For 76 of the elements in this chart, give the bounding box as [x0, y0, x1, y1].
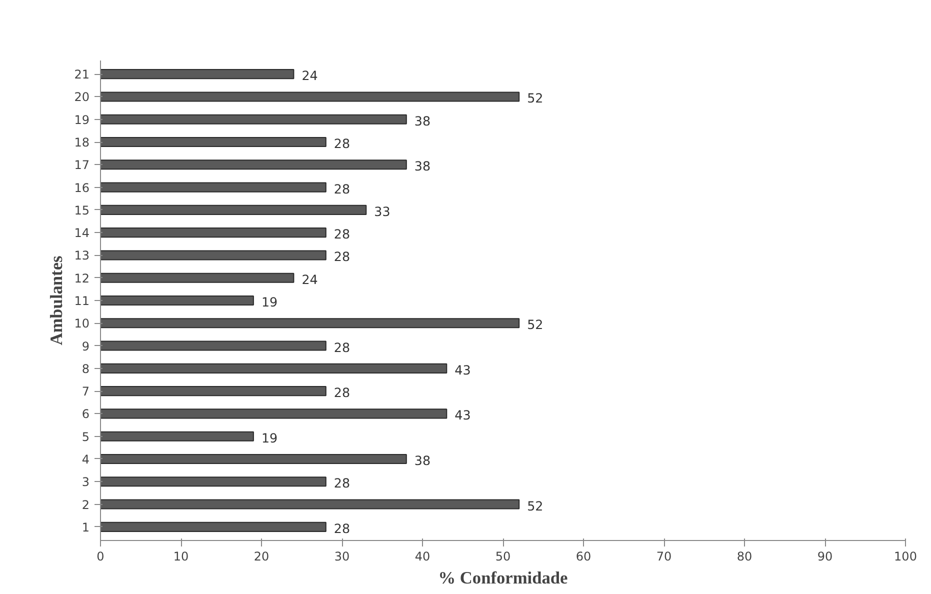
y-tick-label: 1: [82, 520, 90, 534]
y-tick-label: 6: [82, 407, 90, 422]
x-tick-label: 70: [656, 550, 672, 564]
data-label: 43: [454, 362, 471, 378]
bar: [100, 114, 407, 124]
data-label: 43: [454, 408, 471, 423]
y-tick-label: 19: [74, 112, 90, 127]
data-label: 19: [261, 294, 278, 310]
data-label: 33: [374, 204, 390, 219]
x-tick-label: 100: [894, 550, 917, 564]
y-tick-label: 2: [82, 498, 90, 512]
y-tick-label: 5: [82, 430, 90, 444]
data-label: 19: [261, 430, 278, 446]
bar: [100, 295, 254, 306]
data-label: 28: [334, 226, 350, 242]
y-tick-label: 8: [82, 362, 90, 376]
y-tick-label: 21: [74, 68, 90, 82]
y-tick-label: 7: [82, 384, 90, 399]
bar: [100, 454, 407, 464]
bar: [100, 160, 407, 170]
bar: [100, 92, 520, 102]
bar: [100, 69, 294, 80]
y-tick-label: 13: [74, 248, 90, 263]
y-tick-label: 14: [74, 226, 90, 240]
data-label: 28: [334, 136, 350, 152]
bar: [100, 182, 326, 192]
y-tick-label: 18: [74, 136, 90, 150]
x-tick-label: 10: [173, 550, 189, 564]
bar: [100, 136, 326, 148]
y-tick-label: 4: [82, 452, 90, 466]
bar: [100, 431, 254, 442]
x-axis-title: % Conformidade: [438, 568, 568, 588]
bar: [100, 340, 326, 351]
x-tick-label: 60: [576, 550, 592, 564]
x-tick-label: 0: [96, 550, 104, 564]
bar: [100, 386, 326, 396]
y-tick-label: 20: [74, 90, 90, 104]
bar: [100, 363, 448, 374]
data-label: 28: [334, 340, 350, 355]
bar: [100, 228, 326, 238]
data-label: 52: [527, 498, 544, 514]
x-tick-label: 90: [817, 550, 833, 564]
data-label: 28: [334, 385, 350, 400]
x-tick-label: 30: [334, 550, 350, 564]
x-tick-label: 50: [495, 550, 511, 564]
bar: [100, 476, 326, 487]
y-axis-title: Ambulantes: [47, 255, 66, 346]
x-tick-label: 80: [736, 550, 752, 564]
data-label: 28: [334, 249, 350, 264]
y-tick-label: 10: [74, 316, 90, 331]
bar: [100, 408, 448, 419]
data-label: 38: [414, 113, 431, 128]
y-tick-label: 17: [74, 158, 90, 172]
data-label: 24: [302, 68, 318, 84]
y-tick-label: 12: [74, 271, 90, 286]
bar: [100, 499, 520, 510]
bar: [100, 522, 326, 532]
y-tick-label: 16: [74, 180, 90, 195]
bar: [100, 318, 520, 328]
data-label: 24: [302, 272, 318, 287]
x-tick-label: 20: [254, 550, 270, 564]
x-tick-label: 40: [414, 550, 430, 564]
bar: [100, 250, 326, 260]
data-label: 28: [334, 181, 350, 196]
data-label: 28: [334, 476, 350, 491]
y-tick-label: 9: [82, 339, 90, 354]
bar: [100, 204, 367, 215]
data-label: 38: [414, 452, 431, 468]
data-label: 38: [414, 158, 431, 174]
data-label: 52: [527, 317, 544, 332]
y-tick-label: 15: [74, 203, 90, 218]
bar: [100, 272, 294, 283]
data-label: 52: [527, 90, 544, 106]
data-label: 28: [334, 520, 350, 536]
y-tick-label: 11: [74, 294, 90, 308]
y-tick-label: 3: [82, 475, 90, 490]
